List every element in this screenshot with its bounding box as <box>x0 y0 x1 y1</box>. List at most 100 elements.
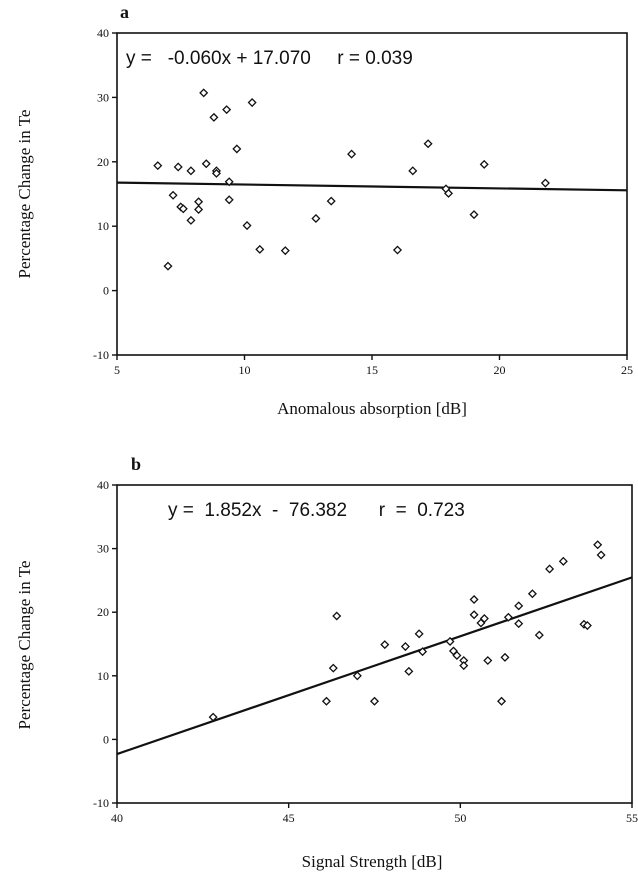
x-tick-label: 10 <box>239 363 251 377</box>
panel-a-regression-line <box>116 181 628 192</box>
panel-b-x-tick-labels: 40 45 50 55 <box>111 811 638 825</box>
panel-b-scatter-chart: b y = 1.852x - 76.382 r = 0.723 -10 0 10 20… <box>15 454 638 871</box>
data-point-marker <box>380 640 390 650</box>
y-tick-label: 40 <box>97 26 109 40</box>
y-tick-label: 0 <box>103 284 109 298</box>
panel-b-plot-frame <box>116 484 633 804</box>
y-tick-label: 20 <box>97 155 109 169</box>
data-point-marker <box>153 161 163 171</box>
data-point-marker <box>209 112 219 122</box>
data-point-marker <box>469 594 479 604</box>
data-point-marker <box>503 612 513 622</box>
data-point-marker <box>469 210 479 220</box>
data-point-marker <box>280 246 290 256</box>
data-point-marker <box>596 550 606 560</box>
panel-a-regression-equation: y = -0.060x + 17.070 r = 0.039 <box>126 48 413 69</box>
data-point-marker <box>224 177 234 187</box>
data-point-marker <box>500 652 510 662</box>
data-point-marker <box>558 556 568 566</box>
data-point-marker <box>423 139 433 149</box>
y-tick-label: 10 <box>97 219 109 233</box>
panel-b-regression-equation: y = 1.852x - 76.382 r = 0.723 <box>168 500 465 521</box>
data-point-marker <box>168 190 178 200</box>
data-point-marker <box>232 144 242 154</box>
data-point-marker <box>469 610 479 620</box>
data-point-marker <box>414 629 424 639</box>
panel-a-x-axis-title: Anomalous absorption [dB] <box>277 399 467 418</box>
y-tick-label: 40 <box>97 478 109 492</box>
panel-b-data-points <box>208 540 606 722</box>
data-point-marker <box>545 564 555 574</box>
data-point-marker <box>459 661 469 671</box>
panel-a-plot-frame <box>116 32 628 356</box>
y-tick-label: 20 <box>97 605 109 619</box>
x-tick-label: 15 <box>366 363 378 377</box>
panel-a-letter: a <box>120 2 129 22</box>
panel-a-y-axis-title: Percentage Change in Te <box>15 110 34 279</box>
data-point-marker <box>347 149 357 159</box>
panel-a-scatter-chart: a y = -0.060x + 17.070 r = 0.039 -10 0 10 2… <box>15 2 633 418</box>
data-point-marker <box>479 159 489 169</box>
y-tick-label: 30 <box>97 90 109 104</box>
x-tick-label: 40 <box>111 811 123 825</box>
data-point-marker <box>527 589 537 599</box>
panel-b-letter: b <box>131 454 141 474</box>
x-tick-label: 55 <box>626 811 638 825</box>
x-tick-label: 5 <box>114 363 120 377</box>
data-point-marker <box>224 195 234 205</box>
data-point-marker <box>222 105 232 115</box>
data-point-marker <box>211 168 221 178</box>
data-point-marker <box>400 642 410 652</box>
panel-a-y-tick-labels: -10 0 10 20 30 40 <box>93 26 109 362</box>
panel-b-y-axis-title: Percentage Change in Te <box>15 561 34 730</box>
data-point-marker <box>593 540 603 550</box>
data-point-marker <box>321 696 331 706</box>
data-point-marker <box>186 166 196 176</box>
data-point-marker <box>534 630 544 640</box>
data-point-marker <box>514 601 524 611</box>
x-tick-label: 20 <box>494 363 506 377</box>
data-point-marker <box>392 245 403 255</box>
data-point-marker <box>408 166 418 176</box>
y-tick-label: 10 <box>97 669 109 683</box>
data-point-marker <box>178 204 188 214</box>
data-point-marker <box>173 162 183 172</box>
panel-b-axis-ticks <box>112 484 633 808</box>
data-point-marker <box>443 188 454 198</box>
panel-a-axis-ticks <box>112 32 628 360</box>
panel-a-data-points <box>153 88 550 271</box>
panel-b-regression-line <box>116 576 633 756</box>
data-point-marker <box>255 244 265 254</box>
data-point-marker <box>194 204 204 214</box>
x-tick-label: 25 <box>621 363 633 377</box>
data-point-marker <box>452 650 462 660</box>
y-tick-label: -10 <box>93 796 109 810</box>
data-point-marker <box>201 159 211 169</box>
data-point-marker <box>163 261 173 271</box>
data-point-marker <box>497 696 507 706</box>
data-point-marker <box>186 215 196 225</box>
x-tick-label: 50 <box>454 811 466 825</box>
data-point-marker <box>326 196 336 206</box>
data-point-marker <box>514 619 524 629</box>
data-point-marker <box>247 98 257 108</box>
data-point-marker <box>582 621 592 631</box>
y-tick-label: -10 <box>93 348 109 362</box>
data-point-marker <box>199 88 209 98</box>
data-point-marker <box>352 671 362 681</box>
y-tick-label: 0 <box>103 732 109 746</box>
data-point-marker <box>479 614 489 624</box>
data-point-marker <box>445 636 455 646</box>
data-point-marker <box>208 712 218 722</box>
x-tick-label: 45 <box>283 811 295 825</box>
data-point-marker <box>540 178 550 188</box>
data-point-marker <box>418 647 428 657</box>
data-point-marker <box>483 656 493 666</box>
data-point-marker <box>242 221 252 231</box>
panel-b-y-tick-labels: -10 0 10 20 30 40 <box>93 478 109 810</box>
panel-a-x-tick-labels: 5 10 15 20 25 <box>114 363 633 377</box>
panel-b-x-axis-title: Signal Strength [dB] <box>302 852 443 871</box>
data-point-marker <box>332 611 342 621</box>
data-point-marker <box>404 666 414 676</box>
